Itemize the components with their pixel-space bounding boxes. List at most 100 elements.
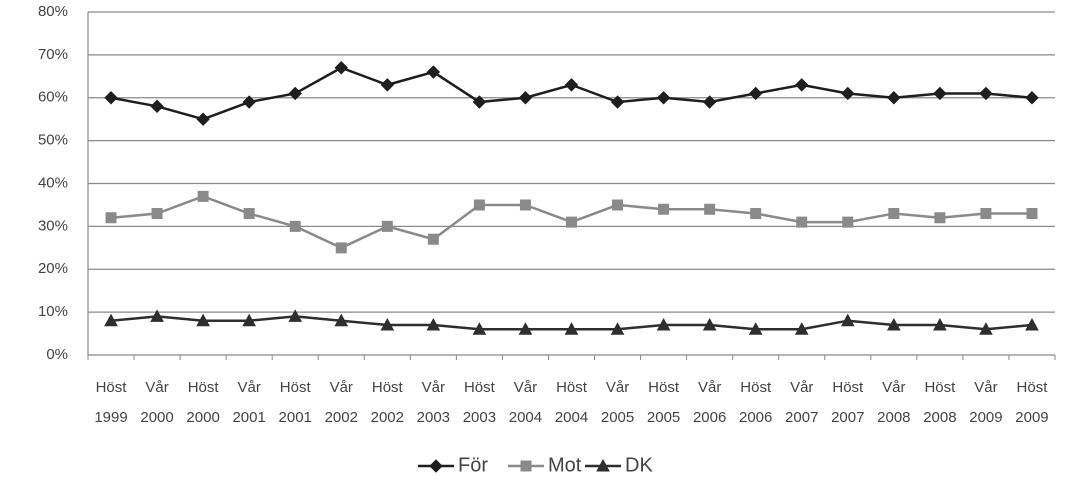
marker [610,95,625,109]
marker [658,203,670,215]
marker [381,220,393,232]
marker [840,313,855,327]
y-tick-label: 30% [38,217,68,234]
marker [426,317,441,331]
x-tick-label: Höst 1999 [94,379,128,426]
marker [289,220,301,232]
marker [1026,208,1038,220]
y-tick-label: 10% [38,303,68,320]
y-tick-label: 40% [38,174,68,191]
marker [518,322,533,335]
marker [841,86,855,101]
y-tick-label: 70% [38,46,68,63]
marker [150,309,164,322]
marker [748,86,763,101]
marker [335,242,347,254]
marker [564,78,579,92]
x-tick-label: Vår 2008 [877,379,911,426]
x-tick-label: Vår 2004 [508,379,543,426]
marker [426,65,441,79]
marker [243,208,255,220]
marker [979,322,993,335]
marker [334,61,348,75]
y-tick-label: 60% [38,89,68,106]
marker [380,78,395,92]
y-tick-label: 80% [38,3,68,20]
marker [196,313,210,327]
marker [933,317,947,331]
marker [750,208,762,220]
marker [596,458,610,472]
marker [702,317,717,331]
x-tick-label: Höst 2003 [462,379,497,426]
marker [104,91,118,105]
marker [518,91,533,105]
x-tick-label: Höst 2005 [646,379,681,426]
marker [1025,91,1039,105]
x-tick-label: Höst 2001 [278,379,312,426]
marker [1025,317,1039,331]
x-tick-label: Vår 2003 [416,379,451,426]
legend-label: För [458,454,488,476]
marker [886,317,901,331]
marker [472,95,487,109]
marker [242,313,257,327]
x-tick-label: Höst 2008 [923,379,957,426]
marker [472,322,487,335]
x-tick-label: Vår 2005 [600,379,635,426]
marker [610,322,625,335]
marker [795,78,809,92]
legend-label: DK [625,454,653,476]
marker [887,91,901,105]
x-tick-label: Vår 2002 [324,379,358,426]
marker [473,199,485,211]
marker [288,86,302,101]
x-tick-label: Höst 2002 [370,379,404,426]
marker [888,208,900,220]
marker [980,208,992,220]
marker [748,322,763,335]
marker [519,199,531,211]
marker [794,322,809,335]
marker [104,313,118,327]
marker [242,95,256,109]
marker [612,199,624,211]
marker [796,216,808,228]
marker [656,317,671,331]
y-tick-label: 0% [46,346,68,363]
x-tick-label: Vår 2007 [785,379,819,426]
marker [702,95,717,109]
y-tick-label: 20% [38,260,68,277]
x-tick-label: Höst 2004 [554,379,589,426]
marker [196,112,210,126]
marker [197,190,209,202]
marker [288,309,303,322]
marker [656,91,671,105]
y-tick-label: 50% [38,132,68,149]
marker [429,459,443,473]
marker [934,212,946,224]
marker [564,322,579,335]
marker [150,99,164,114]
marker [704,203,716,215]
marker [105,212,117,224]
x-tick-label: Vår 2009 [969,379,1003,426]
marker [380,317,395,331]
marker [334,313,349,327]
marker [427,233,439,245]
marker [842,216,854,228]
marker [979,86,993,101]
marker [933,86,947,101]
x-tick-label: Höst 2009 [1015,379,1049,426]
marker [520,460,532,472]
x-tick-label: Höst 2000 [186,379,220,426]
legend-label: Mot [548,454,582,476]
marker [566,216,577,228]
x-tick-label: Vår 2001 [232,379,266,426]
x-tick-label: Vår 2006 [692,379,727,426]
x-tick-label: Höst 2007 [831,379,865,426]
marker [151,208,163,220]
x-tick-label: Vår 2000 [140,379,174,426]
